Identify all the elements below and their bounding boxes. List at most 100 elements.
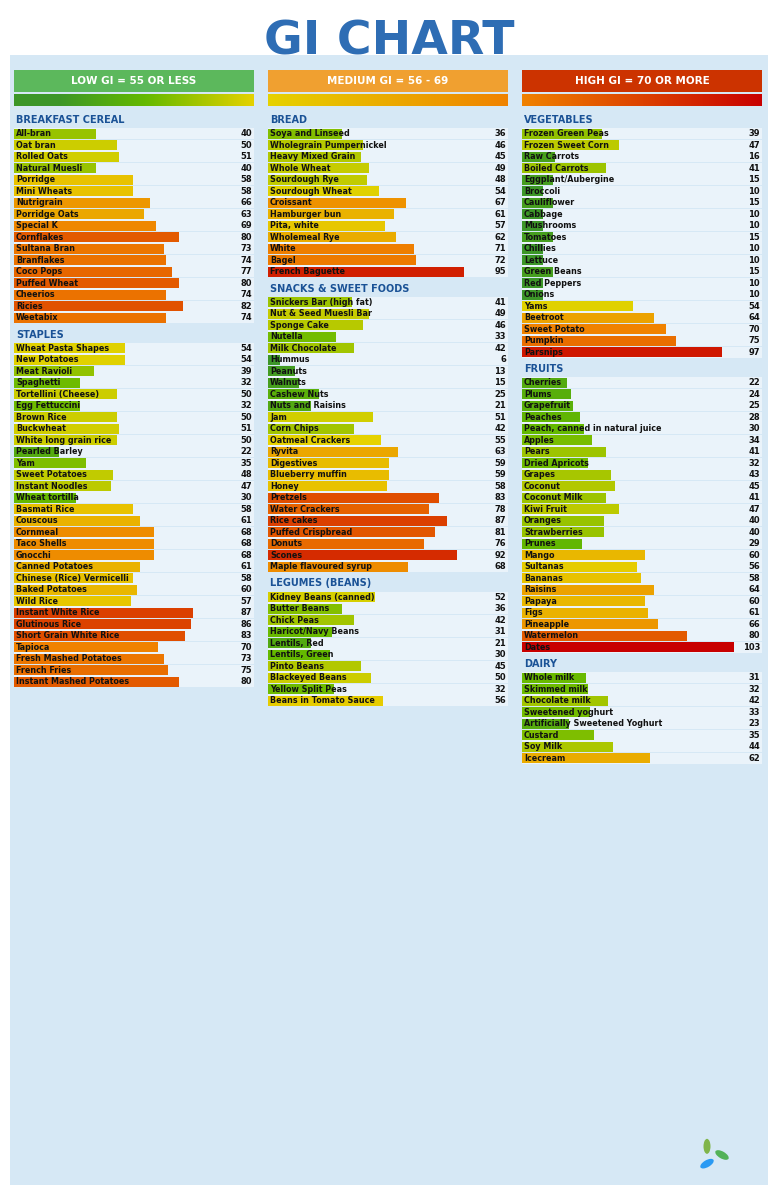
Text: 81: 81	[494, 528, 506, 536]
Bar	[14, 596, 131, 606]
Bar	[184, 94, 185, 106]
Text: 68: 68	[494, 563, 506, 571]
Text: 87: 87	[240, 608, 252, 617]
Bar	[14, 377, 254, 388]
Bar	[108, 94, 109, 106]
Bar	[385, 94, 387, 106]
Bar	[552, 94, 553, 106]
Text: Peach, canned in natural juice: Peach, canned in natural juice	[524, 425, 661, 433]
Bar	[74, 94, 75, 106]
Bar	[522, 434, 592, 445]
Bar	[704, 94, 706, 106]
Bar	[200, 94, 202, 106]
Text: Rice cakes: Rice cakes	[270, 516, 317, 526]
Bar	[522, 186, 542, 196]
Bar	[162, 94, 163, 106]
Bar	[731, 94, 732, 106]
Bar	[617, 94, 619, 106]
Bar	[33, 94, 34, 106]
Bar	[66, 94, 68, 106]
Text: Sweetened yoghurt: Sweetened yoghurt	[524, 708, 613, 716]
Text: 52: 52	[494, 593, 506, 601]
Bar	[453, 94, 454, 106]
Bar	[522, 198, 553, 208]
Bar	[223, 94, 224, 106]
Bar	[245, 94, 247, 106]
Bar	[459, 94, 461, 106]
Bar	[14, 515, 254, 526]
Bar	[268, 422, 508, 434]
Text: 10: 10	[748, 210, 760, 218]
Bar	[268, 162, 508, 174]
Bar	[390, 94, 391, 106]
Text: 63: 63	[494, 448, 506, 456]
Bar	[660, 94, 661, 106]
Bar	[137, 94, 138, 106]
Bar	[452, 94, 454, 106]
Bar	[505, 94, 506, 106]
Bar	[625, 94, 626, 106]
Text: Heavy Mixed Grain: Heavy Mixed Grain	[270, 152, 356, 161]
Bar	[340, 94, 342, 106]
Bar	[723, 94, 724, 106]
Bar	[268, 660, 508, 672]
Bar	[333, 94, 335, 106]
Bar	[393, 94, 394, 106]
Text: 41: 41	[494, 298, 506, 307]
Bar	[571, 94, 573, 106]
Bar	[14, 607, 254, 618]
Bar	[476, 94, 477, 106]
Bar	[105, 94, 107, 106]
Bar	[163, 94, 164, 106]
Bar	[277, 94, 279, 106]
Bar	[478, 94, 479, 106]
Text: All-bran: All-bran	[16, 130, 52, 138]
Bar	[451, 94, 452, 106]
Bar	[522, 684, 762, 695]
Bar	[60, 94, 61, 106]
Bar	[383, 94, 384, 106]
Bar	[309, 94, 310, 106]
Text: 61: 61	[240, 563, 252, 571]
Text: Pears: Pears	[524, 448, 549, 456]
Bar	[296, 94, 297, 106]
Bar	[150, 94, 151, 106]
Bar	[560, 94, 561, 106]
Text: Raw Carrots: Raw Carrots	[524, 152, 579, 161]
Bar	[221, 94, 223, 106]
Text: Haricot/Navy Beans: Haricot/Navy Beans	[270, 628, 359, 636]
Bar	[417, 94, 419, 106]
Text: 15: 15	[494, 378, 506, 388]
Bar	[750, 94, 752, 106]
Bar	[573, 94, 574, 106]
Bar	[463, 94, 464, 106]
Bar	[724, 94, 725, 106]
Text: Nuts and Raisins: Nuts and Raisins	[270, 401, 346, 410]
Bar	[756, 94, 757, 106]
Bar	[201, 94, 202, 106]
Bar	[70, 94, 72, 106]
Bar	[246, 94, 247, 106]
Bar	[482, 94, 483, 106]
Text: DAIRY: DAIRY	[524, 659, 557, 670]
Text: 73: 73	[240, 654, 252, 664]
Text: Parsnips: Parsnips	[524, 348, 562, 356]
Bar	[522, 446, 762, 457]
Bar	[204, 94, 205, 106]
Bar	[592, 94, 594, 106]
Text: 68: 68	[240, 539, 252, 548]
Text: 61: 61	[494, 210, 506, 218]
Bar	[605, 94, 606, 106]
Text: 48: 48	[240, 470, 252, 479]
Text: White: White	[270, 245, 296, 253]
Bar	[709, 94, 710, 106]
Bar	[695, 94, 696, 106]
Bar	[522, 209, 762, 220]
Bar	[56, 94, 58, 106]
Bar	[235, 94, 237, 106]
Bar	[322, 94, 324, 106]
Bar	[14, 174, 133, 185]
Bar	[158, 94, 159, 106]
Bar	[268, 604, 342, 613]
Bar	[651, 94, 652, 106]
